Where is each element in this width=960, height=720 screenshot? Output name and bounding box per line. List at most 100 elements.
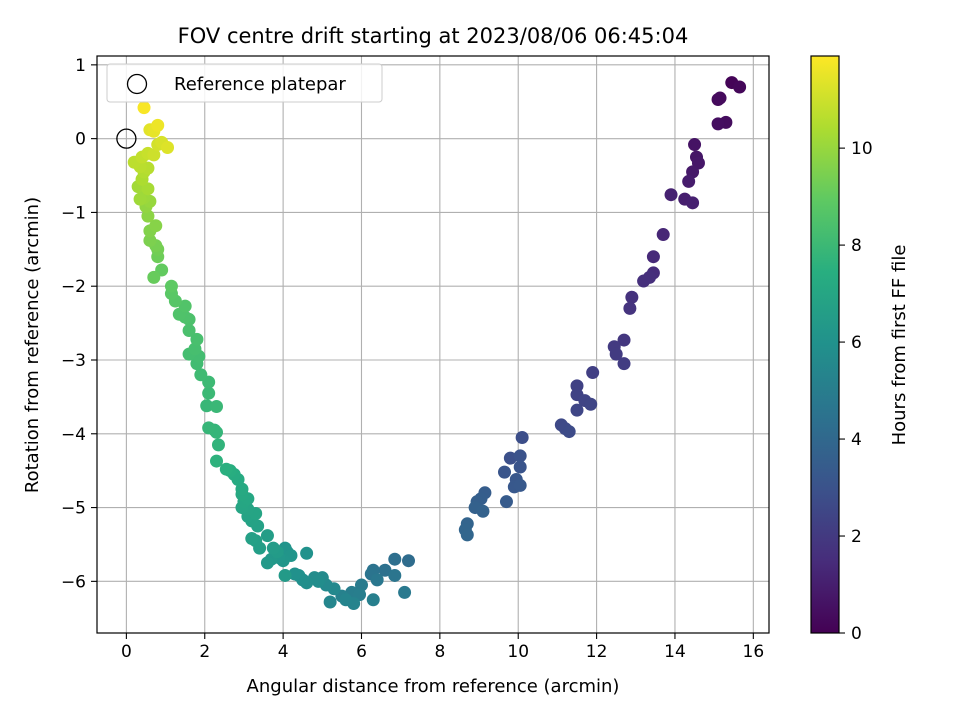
data-point (182, 323, 196, 337)
data-point (378, 563, 392, 577)
data-point (682, 174, 696, 188)
data-point (562, 425, 576, 439)
data-point (503, 451, 517, 465)
x-tick-label: 10 (507, 642, 529, 662)
data-point (513, 478, 527, 492)
legend-entry: Reference platepar (174, 74, 346, 95)
data-point (460, 528, 474, 542)
data-point (210, 399, 224, 413)
colorbar-tick-label: 0 (851, 624, 862, 644)
x-tick-label: 6 (356, 642, 367, 662)
data-point (664, 188, 678, 202)
data-point (260, 529, 274, 543)
data-point (646, 250, 660, 264)
scatter-points (127, 76, 747, 610)
y-tick-label: −6 (61, 572, 86, 592)
plot-frame (96, 55, 770, 634)
data-point (637, 274, 651, 288)
legend-marker (126, 73, 148, 95)
y-tick-label: −1 (61, 203, 86, 223)
data-point (141, 182, 155, 196)
y-tick-label: −5 (61, 499, 86, 519)
colorbar-tick-label: 2 (851, 527, 862, 547)
colorbar-ticks: 0 2 4 6 8 10 (839, 139, 873, 644)
colorbar-tick-label: 10 (851, 139, 873, 159)
data-point (311, 574, 325, 588)
data-point (733, 80, 747, 94)
data-point (161, 140, 175, 154)
data-point (366, 593, 380, 607)
y-tick-label: −4 (61, 425, 86, 445)
data-point (200, 399, 214, 413)
data-point (370, 573, 384, 587)
data-point (617, 357, 631, 371)
data-point (584, 397, 598, 411)
data-point (513, 449, 527, 463)
data-point (211, 438, 225, 452)
data-point (570, 403, 584, 417)
grid-lines (97, 56, 769, 633)
data-point (498, 465, 512, 479)
data-point (623, 301, 637, 315)
y-axis-ticks: 1 0 −1 −2 −3 −4 −5 −6 (61, 56, 97, 592)
data-point (190, 332, 204, 346)
data-point (219, 462, 233, 476)
data-point (245, 532, 259, 546)
data-point (656, 228, 670, 242)
x-tick-label: 0 (121, 642, 132, 662)
data-point (323, 595, 337, 609)
data-point (515, 430, 529, 444)
y-tick-label: −3 (61, 351, 86, 371)
data-point (151, 118, 165, 132)
data-point (194, 368, 208, 382)
data-point (711, 117, 725, 131)
data-point (402, 554, 416, 568)
y-tick-label: 1 (75, 56, 86, 76)
legend: Reference platepar (106, 63, 383, 103)
colorbar-tick-label: 8 (851, 236, 862, 256)
x-tick-label: 2 (199, 642, 210, 662)
data-point (143, 233, 157, 247)
data-point (164, 279, 178, 293)
y-axis-label: Rotation from reference (arcmin) (22, 197, 43, 493)
x-axis-label: Angular distance from reference (arcmin) (247, 676, 620, 697)
data-point (300, 546, 314, 560)
data-point (266, 541, 280, 555)
data-point (713, 91, 727, 105)
x-tick-label: 14 (664, 642, 686, 662)
data-point (388, 568, 402, 582)
data-point (278, 568, 292, 582)
data-point (339, 593, 353, 607)
data-point (513, 460, 527, 474)
reference-platepar-marker (116, 128, 137, 149)
colorbar-tick-label: 4 (851, 430, 862, 450)
colorbar: 0 2 4 6 8 10 Hours from first FF file (810, 55, 910, 644)
data-point (398, 585, 412, 599)
data-point (686, 196, 700, 210)
data-point (388, 552, 402, 566)
chart-title: FOV centre drift starting at 2023/08/06 … (178, 24, 689, 48)
data-point (202, 421, 216, 435)
data-point (133, 192, 147, 206)
data-point (147, 270, 161, 284)
legend-box (106, 63, 383, 103)
data-point (137, 101, 151, 115)
data-point (609, 347, 623, 361)
data-point (625, 290, 639, 304)
colorbar-label: Hours from first FF file (889, 245, 910, 446)
data-point (202, 386, 216, 400)
data-point (210, 454, 224, 468)
x-tick-label: 4 (278, 642, 289, 662)
data-point (260, 556, 274, 570)
data-point (476, 504, 490, 518)
colorbar-tick-label: 6 (851, 333, 862, 353)
data-point (147, 148, 161, 162)
data-point (617, 333, 631, 347)
x-tick-label: 8 (434, 642, 445, 662)
data-point (586, 366, 600, 380)
data-point (178, 299, 192, 313)
y-tick-label: 0 (75, 130, 86, 150)
data-point (499, 495, 513, 509)
y-tick-label: −2 (61, 277, 86, 297)
